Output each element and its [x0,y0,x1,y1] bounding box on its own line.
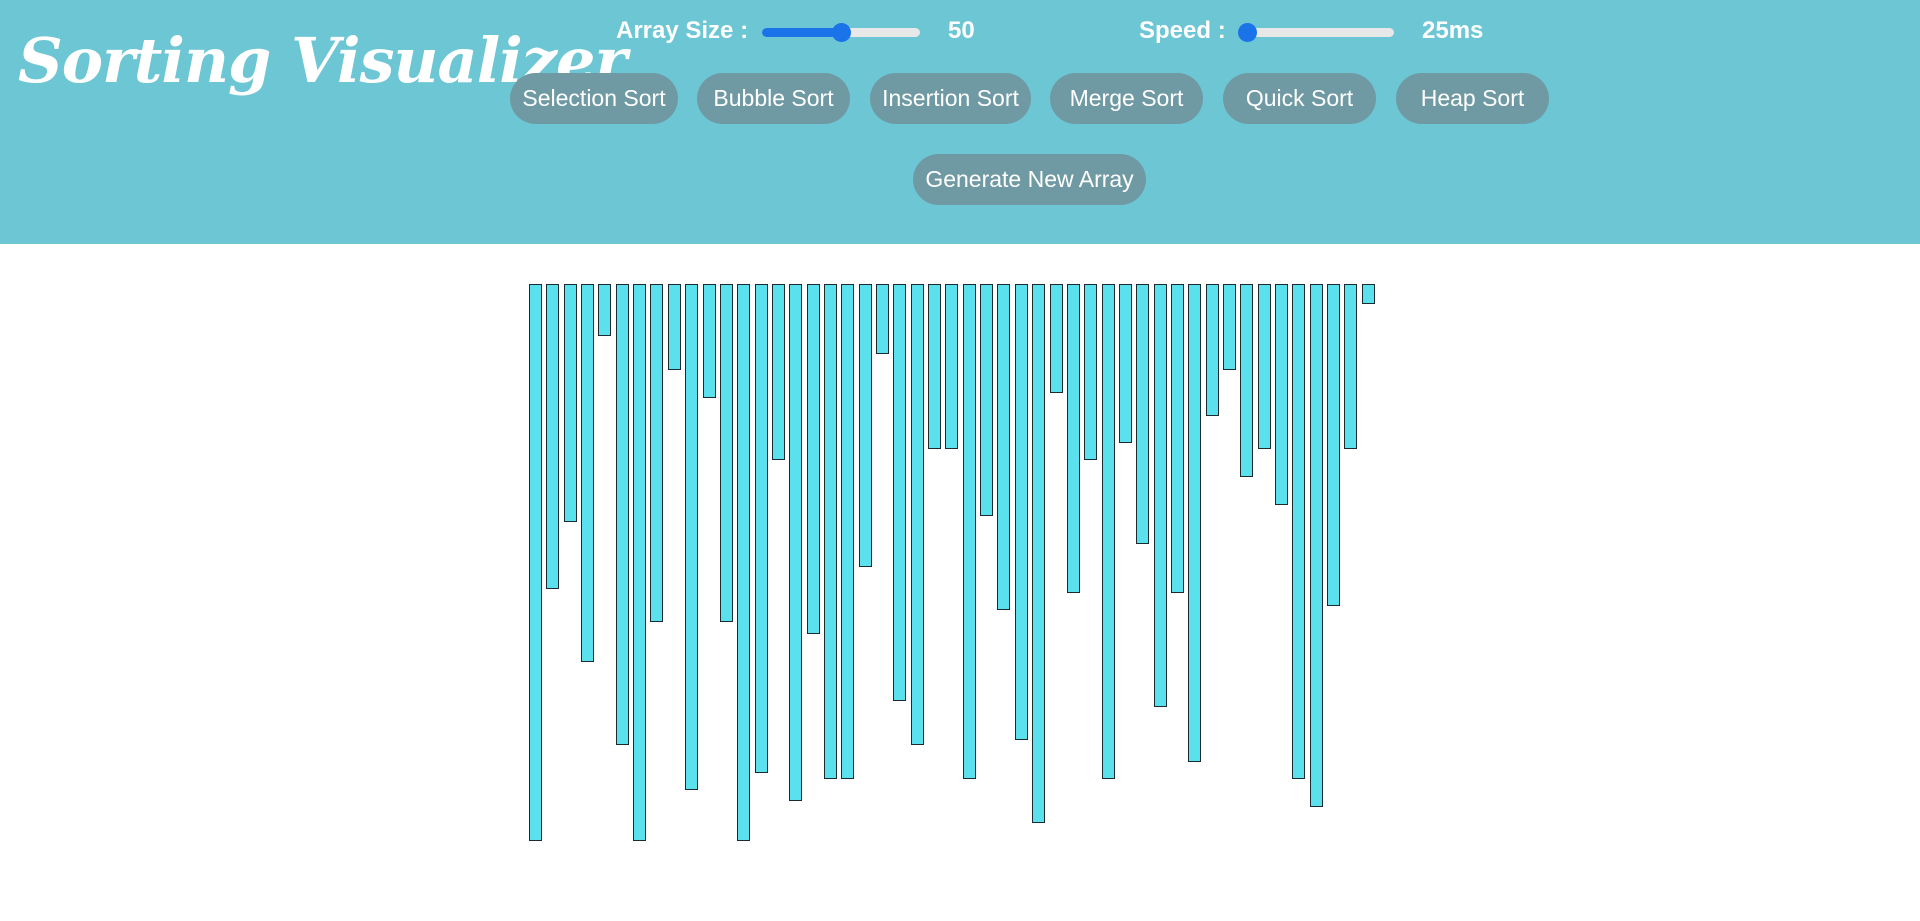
array-bar [859,284,872,567]
speed-slider-thumb[interactable] [1238,23,1257,42]
array-bars-chart [0,284,1920,884]
array-bar [945,284,958,449]
array-bar [650,284,663,622]
array-bar [1067,284,1080,593]
bubble-sort-button[interactable]: Bubble Sort [697,73,850,124]
quick-sort-button[interactable]: Quick Sort [1223,73,1376,124]
array-bar [1223,284,1236,370]
array-bar [1362,284,1375,304]
array-bar [1136,284,1149,544]
array-bar [546,284,559,589]
array-bar [789,284,802,801]
array-bar [1310,284,1323,807]
array-bar [772,284,785,460]
array-size-slider-thumb[interactable] [832,23,851,42]
selection-sort-button[interactable]: Selection Sort [510,73,678,124]
heap-sort-button[interactable]: Heap Sort [1396,73,1549,124]
array-bar [1119,284,1132,443]
array-bar [598,284,611,336]
array-bar [1292,284,1305,779]
array-bar [1102,284,1115,779]
array-bar [928,284,941,449]
array-bar [1206,284,1219,416]
array-size-slider[interactable] [762,23,920,42]
header: Sorting Visualizer Array Size : 50 Speed… [0,0,1920,244]
array-bar [963,284,976,779]
array-bar [1344,284,1357,449]
array-bar [633,284,646,841]
speed-label: Speed : [1139,17,1226,44]
merge-sort-button[interactable]: Merge Sort [1050,73,1203,124]
array-bar [980,284,993,516]
array-bar [737,284,750,841]
array-bar [564,284,577,522]
array-bar [1015,284,1028,740]
array-bar [1275,284,1288,505]
speed-value: 25ms [1422,17,1484,44]
array-bar [876,284,889,354]
array-bar [824,284,837,779]
array-bar [616,284,629,745]
array-bar [720,284,733,622]
array-bar [1084,284,1097,460]
array-bar [1240,284,1253,477]
array-bar [1050,284,1063,393]
array-bar [893,284,906,701]
array-bar [1171,284,1184,593]
array-bar [581,284,594,662]
generate-new-array-button[interactable]: Generate New Array [913,154,1146,205]
array-bar [703,284,716,398]
array-bar [529,284,542,841]
array-bar [755,284,768,773]
array-size-value: 50 [948,17,975,44]
array-bar [841,284,854,779]
array-bar [1327,284,1340,606]
insertion-sort-button[interactable]: Insertion Sort [870,73,1031,124]
speed-slider[interactable] [1238,23,1394,42]
array-bar [911,284,924,745]
array-bar [1258,284,1271,449]
array-size-label: Array Size : [616,17,749,44]
array-bar [1032,284,1045,823]
array-bar [685,284,698,790]
array-bar [1188,284,1201,762]
array-size-slider-fill [762,28,841,37]
array-bar [807,284,820,634]
array-bar [997,284,1010,610]
array-bar [1154,284,1167,707]
array-bar [668,284,681,370]
